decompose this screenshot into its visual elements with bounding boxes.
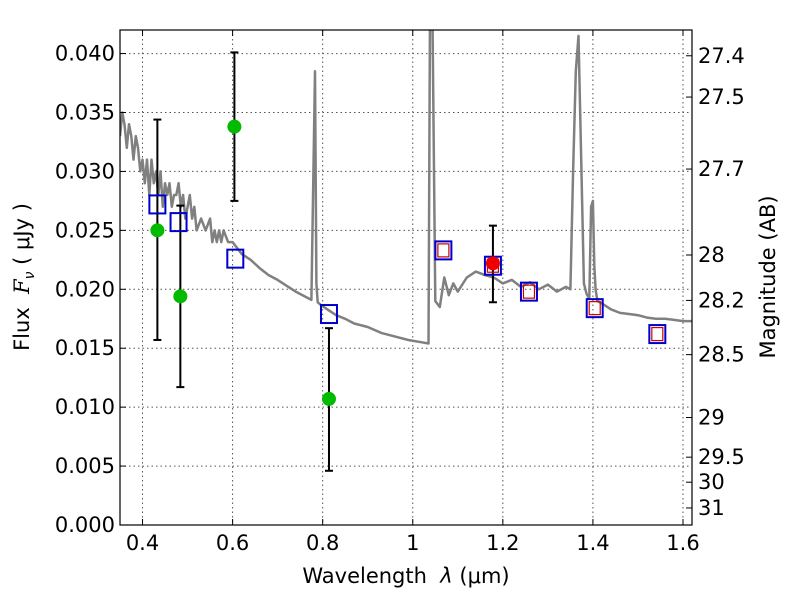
magnitude-tick-label: 29.5 bbox=[698, 445, 745, 469]
model-flux-box-outer bbox=[585, 298, 604, 319]
x-tick-label: 1 bbox=[406, 531, 419, 555]
y-tick-label: 0.030 bbox=[55, 159, 115, 183]
magnitude-tick-label: 27.7 bbox=[698, 157, 745, 181]
observed-flux-point bbox=[173, 289, 188, 304]
model-flux-box-outer bbox=[519, 281, 538, 302]
model-flux-box bbox=[148, 194, 167, 215]
grid-lines bbox=[120, 30, 692, 525]
model-flux-box-inner bbox=[522, 284, 536, 299]
x-tick-label: 1.6 bbox=[666, 531, 699, 555]
y-tick-label: 0.040 bbox=[55, 42, 115, 66]
magnitude-tick-label: 28.2 bbox=[698, 288, 745, 312]
error-bars bbox=[153, 51, 497, 472]
x-tick-label: 1.4 bbox=[576, 531, 609, 555]
model-flux-box-inner bbox=[437, 243, 450, 258]
model-flux-box-outer bbox=[648, 324, 667, 345]
model-flux-box-inner bbox=[651, 326, 664, 342]
observed-flux-points bbox=[150, 119, 500, 406]
y-tick-label: 0.025 bbox=[55, 218, 115, 242]
x-axis-ticks: 0.4 0.6 0.8 1 1.2 1.4 1.6 bbox=[126, 30, 700, 555]
model-flux-box-outer bbox=[434, 240, 453, 261]
y-axis-label: Flux Fν ( μJy ) bbox=[10, 203, 38, 351]
magnitude-axis-label: Magnitude (AB) bbox=[756, 195, 780, 358]
model-flux-box-inner bbox=[588, 301, 601, 316]
y-tick-label: 0.005 bbox=[55, 454, 115, 478]
magnitude-tick-label: 29 bbox=[698, 406, 725, 430]
magnitude-tick-label: 28.5 bbox=[698, 343, 745, 367]
x-axis-label: Wavelength λ (μm) bbox=[302, 564, 509, 588]
y-tick-label: 0.015 bbox=[55, 336, 115, 360]
model-flux-box bbox=[226, 248, 245, 269]
observed-flux-point bbox=[227, 119, 242, 134]
magnitude-tick-label: 27.5 bbox=[698, 85, 745, 109]
plot-frame bbox=[119, 29, 693, 526]
model-flux-box bbox=[319, 304, 338, 325]
observed-flux-point bbox=[150, 223, 165, 238]
x-tick-label: 1.2 bbox=[486, 531, 519, 555]
x-tick-label: 0.4 bbox=[126, 531, 159, 555]
x-tick-label: 0.6 bbox=[216, 531, 249, 555]
y-tick-label: 0.000 bbox=[55, 513, 115, 537]
y-tick-label: 0.035 bbox=[55, 101, 115, 125]
y-tick-label: 0.010 bbox=[55, 395, 115, 419]
magnitude-tick-label: 31 bbox=[698, 496, 725, 520]
y-tick-label: 0.020 bbox=[55, 277, 115, 301]
observed-flux-point bbox=[485, 256, 500, 271]
x-tick-label: 0.8 bbox=[306, 531, 339, 555]
model-flux-boxes bbox=[148, 194, 667, 345]
magnitude-tick-label: 27.4 bbox=[698, 44, 745, 68]
sed-model-layer bbox=[120, 30, 692, 345]
observed-flux-point bbox=[321, 391, 336, 406]
y-axis-ticks: 0.000 0.005 0.010 0.015 0.020 0.025 0.030 0.035… bbox=[55, 42, 126, 537]
model-flux-box bbox=[169, 212, 188, 233]
sed-model-line bbox=[120, 30, 692, 345]
magnitude-tick-label: 30 bbox=[698, 470, 725, 494]
magnitude-tick-label: 28 bbox=[698, 243, 725, 267]
